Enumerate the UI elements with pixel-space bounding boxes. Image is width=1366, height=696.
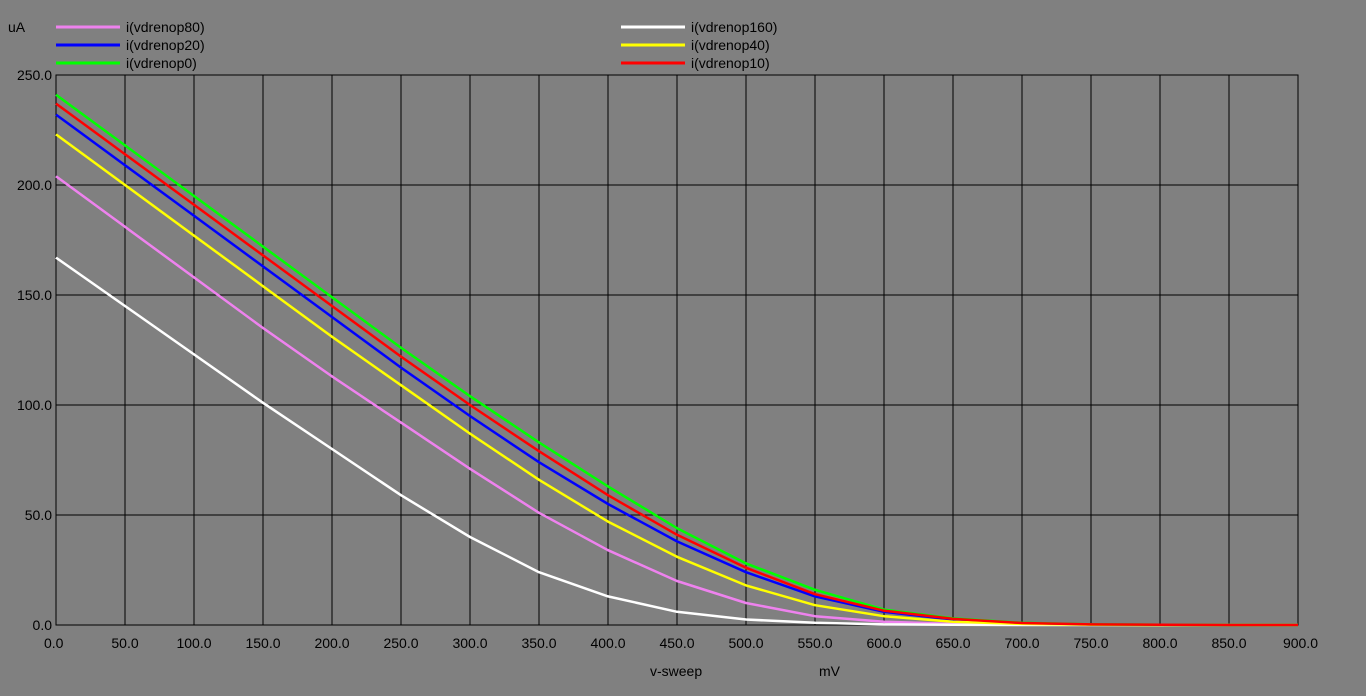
y-tick-label: 250.0 [17, 67, 52, 83]
legend-label: i(vdrenop20) [126, 37, 205, 53]
y-tick-label: 150.0 [17, 287, 52, 303]
x-tick-label: 900.0 [1283, 635, 1318, 651]
y-axis-unit-label: uA [8, 19, 26, 35]
x-tick-label: 700.0 [1004, 635, 1039, 651]
x-tick-label: 350.0 [521, 635, 556, 651]
grid-lines [55, 74, 1299, 626]
x-tick-label: 500.0 [728, 635, 763, 651]
y-tick-label: 200.0 [17, 177, 52, 193]
x-tick-label: 250.0 [383, 635, 418, 651]
x-tick-label: 400.0 [590, 635, 625, 651]
x-tick-label: 650.0 [935, 635, 970, 651]
y-axis-ticks: 0.0 50.0 100.0 150.0 200.0 250.0 [17, 67, 52, 633]
y-tick-label: 100.0 [17, 397, 52, 413]
x-tick-label: 850.0 [1211, 635, 1246, 651]
x-tick-label: 450.0 [659, 635, 694, 651]
y-tick-label: 0.0 [33, 617, 53, 633]
x-tick-label: 600.0 [866, 635, 901, 651]
legend-label: i(vdrenop10) [691, 55, 770, 71]
x-tick-label: 550.0 [797, 635, 832, 651]
legend-label: i(vdrenop80) [126, 19, 205, 35]
x-tick-label: 50.0 [111, 635, 138, 651]
x-axis-ticks: 0.0 50.0 100.0 150.0 200.0 250.0 300.0 350.0 400… [44, 635, 1318, 651]
legend-label: i(vdrenop160) [691, 19, 777, 35]
series-line [55, 102, 1298, 627]
x-axis-unit: mV [819, 663, 841, 679]
x-tick-label: 100.0 [176, 635, 211, 651]
data-series [55, 93, 1298, 627]
x-tick-label: 150.0 [245, 635, 280, 651]
x-axis-label: v-sweep [650, 663, 702, 679]
x-tick-label: 800.0 [1142, 635, 1177, 651]
x-tick-label: 200.0 [314, 635, 349, 651]
legend-label: i(vdrenop40) [691, 37, 770, 53]
x-tick-label: 750.0 [1073, 635, 1108, 651]
legend-label: i(vdrenop0) [126, 55, 197, 71]
y-tick-label: 50.0 [25, 507, 52, 523]
x-tick-label: 300.0 [452, 635, 487, 651]
legend: i(vdrenop80) i(vdrenop160) i(vdrenop20) i(v… [56, 19, 777, 71]
x-tick-label: 0.0 [44, 635, 64, 651]
